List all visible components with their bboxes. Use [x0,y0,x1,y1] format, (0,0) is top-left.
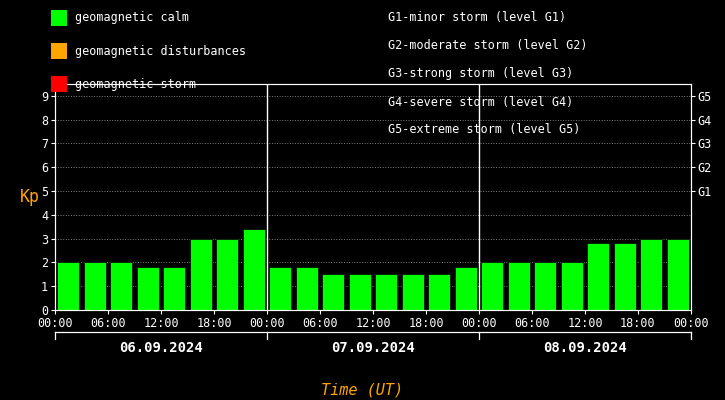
Text: G5-extreme storm (level G5): G5-extreme storm (level G5) [388,124,580,136]
Bar [640,239,662,310]
Text: geomagnetic disturbances: geomagnetic disturbances [75,45,246,58]
Bar [190,239,212,310]
Text: G1-minor storm (level G1): G1-minor storm (level G1) [388,12,566,24]
Text: 06.09.2024: 06.09.2024 [119,341,203,355]
Bar [217,239,239,310]
Text: 07.09.2024: 07.09.2024 [331,341,415,355]
Bar [163,267,185,310]
Text: geomagnetic calm: geomagnetic calm [75,12,189,24]
Bar [428,274,450,310]
Text: geomagnetic storm: geomagnetic storm [75,78,196,91]
Text: G2-moderate storm (level G2): G2-moderate storm (level G2) [388,40,587,52]
Text: G3-strong storm (level G3): G3-strong storm (level G3) [388,68,573,80]
Bar [110,262,132,310]
Y-axis label: Kp: Kp [20,188,40,206]
Bar [84,262,106,310]
Bar [243,229,265,310]
Bar [323,274,344,310]
Text: 08.09.2024: 08.09.2024 [543,341,627,355]
Bar [270,267,291,310]
Bar [534,262,556,310]
Bar [561,262,583,310]
Bar [402,274,423,310]
Bar [667,239,689,310]
Text: Time (UT): Time (UT) [321,382,404,398]
Bar [57,262,79,310]
Bar [507,262,529,310]
Text: G4-severe storm (level G4): G4-severe storm (level G4) [388,96,573,108]
Bar [455,267,476,310]
Bar [296,267,318,310]
Bar [587,243,609,310]
Bar [137,267,159,310]
Bar [614,243,636,310]
Bar [349,274,370,310]
Bar [376,274,397,310]
Bar [481,262,503,310]
